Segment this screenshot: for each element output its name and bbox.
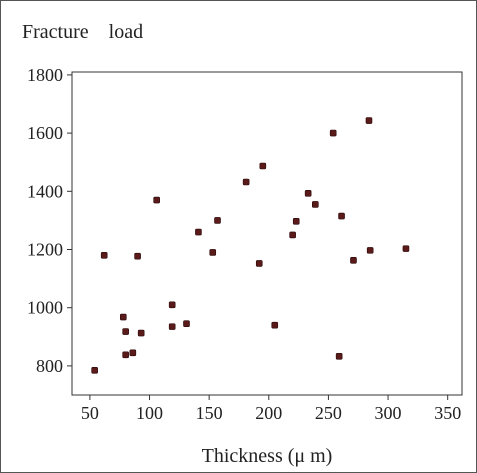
data-point bbox=[91, 366, 98, 374]
data-point bbox=[209, 249, 217, 256]
data-point bbox=[329, 129, 337, 137]
y-tick-label: 1600 bbox=[27, 123, 63, 143]
data-point bbox=[271, 321, 279, 329]
data-point bbox=[129, 349, 137, 357]
data-point bbox=[335, 352, 343, 360]
data-point bbox=[214, 217, 221, 224]
data-point bbox=[100, 252, 108, 259]
y-tick-label: 1000 bbox=[27, 298, 63, 318]
data-point bbox=[304, 190, 312, 197]
data-point bbox=[195, 228, 202, 236]
data-point bbox=[292, 217, 300, 225]
plot-area bbox=[71, 71, 463, 396]
x-tick-label: 200 bbox=[255, 403, 282, 423]
x-tick-label: 100 bbox=[136, 403, 163, 423]
data-point bbox=[242, 178, 250, 186]
x-tick-label: 350 bbox=[434, 403, 461, 423]
data-point bbox=[119, 313, 127, 321]
x-tick-label: 300 bbox=[375, 403, 402, 423]
data-point bbox=[338, 212, 345, 220]
data-points bbox=[91, 117, 410, 374]
y-tick-label: 800 bbox=[36, 356, 63, 376]
chart-title: Fracture load bbox=[22, 21, 143, 43]
data-point bbox=[350, 256, 357, 264]
x-tick-label: 50 bbox=[81, 403, 99, 423]
data-point bbox=[153, 196, 160, 204]
x-tick-label: 250 bbox=[315, 403, 342, 423]
y-tick-label: 1400 bbox=[27, 181, 63, 201]
data-point bbox=[122, 351, 129, 359]
x-axis: 50 100 150 200 250 300 350 bbox=[81, 395, 461, 423]
data-point bbox=[365, 117, 373, 124]
data-point bbox=[183, 320, 190, 328]
data-point bbox=[168, 323, 176, 330]
data-point bbox=[137, 329, 145, 337]
data-point bbox=[402, 245, 410, 252]
y-axis: 800 1000 1200 1400 1600 1800 bbox=[27, 65, 72, 376]
data-point bbox=[122, 328, 129, 335]
data-point bbox=[312, 201, 319, 208]
data-point bbox=[255, 260, 263, 267]
x-tick-label: 150 bbox=[196, 403, 223, 423]
data-point bbox=[168, 301, 176, 309]
x-axis-label: Thickness (μ m) bbox=[202, 445, 333, 467]
y-tick-label: 1800 bbox=[27, 65, 63, 85]
data-point bbox=[134, 252, 141, 260]
y-tick-label: 1200 bbox=[27, 240, 63, 260]
data-point bbox=[366, 247, 374, 254]
data-point bbox=[259, 162, 267, 170]
data-point bbox=[289, 231, 296, 239]
